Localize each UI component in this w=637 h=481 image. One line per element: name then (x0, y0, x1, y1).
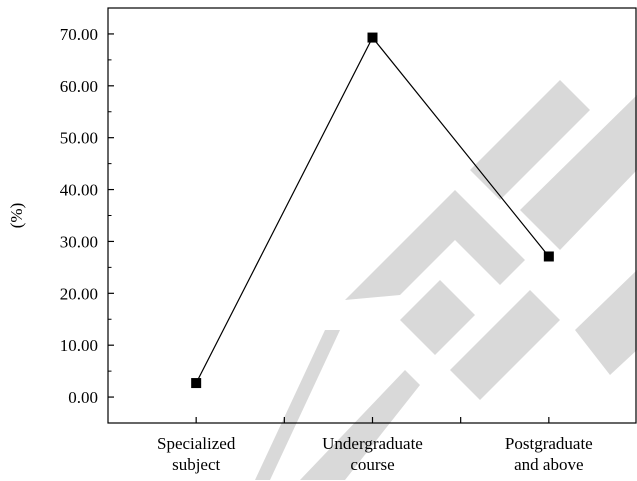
x-tick-label-line: Undergraduate (322, 434, 423, 453)
x-tick-label: Specialized subject (157, 434, 236, 474)
series-points (191, 32, 554, 389)
x-tick-label-line: and above (514, 455, 583, 474)
x-tick-label: Postgraduate and above (505, 434, 593, 474)
y-tick-label: 50.00 (60, 129, 98, 148)
data-point (191, 378, 202, 389)
watermark-stroke-7 (575, 270, 637, 375)
y-tick-label: 60.00 (60, 77, 98, 96)
watermark-stroke-2 (345, 190, 525, 300)
data-point (367, 32, 378, 43)
y-axis-ticks: 0.00 10.00 20.00 30.00 40.00 50.00 60.00 70.00 (60, 25, 114, 407)
y-tick-label: 10.00 (60, 336, 98, 355)
data-point (543, 251, 554, 262)
x-tick-label-line: subject (172, 455, 220, 474)
watermark-stroke-3 (400, 280, 475, 355)
y-tick-label: 40.00 (60, 181, 98, 200)
y-tick-label: 0.00 (68, 388, 98, 407)
x-tick-label-line: course (350, 455, 394, 474)
y-tick-label: 20.00 (60, 284, 98, 303)
y-tick-label: 30.00 (60, 232, 98, 251)
watermark-stroke-5 (470, 80, 590, 200)
watermark-stroke-0 (255, 330, 340, 480)
x-axis-ticks: Specialized subject Undergraduate course Pos… (157, 417, 593, 474)
watermark-stroke-6 (520, 95, 637, 250)
x-tick-label-line: Postgraduate (505, 434, 593, 453)
x-tick-label-line: Specialized (157, 434, 236, 453)
y-axis-label: (%) (7, 203, 26, 228)
retracted-watermark (255, 80, 637, 480)
y-tick-label: 70.00 (60, 25, 98, 44)
x-tick-label: Undergraduate course (322, 434, 423, 474)
watermark-stroke-1 (300, 370, 420, 480)
watermark-stroke-4 (450, 290, 560, 400)
